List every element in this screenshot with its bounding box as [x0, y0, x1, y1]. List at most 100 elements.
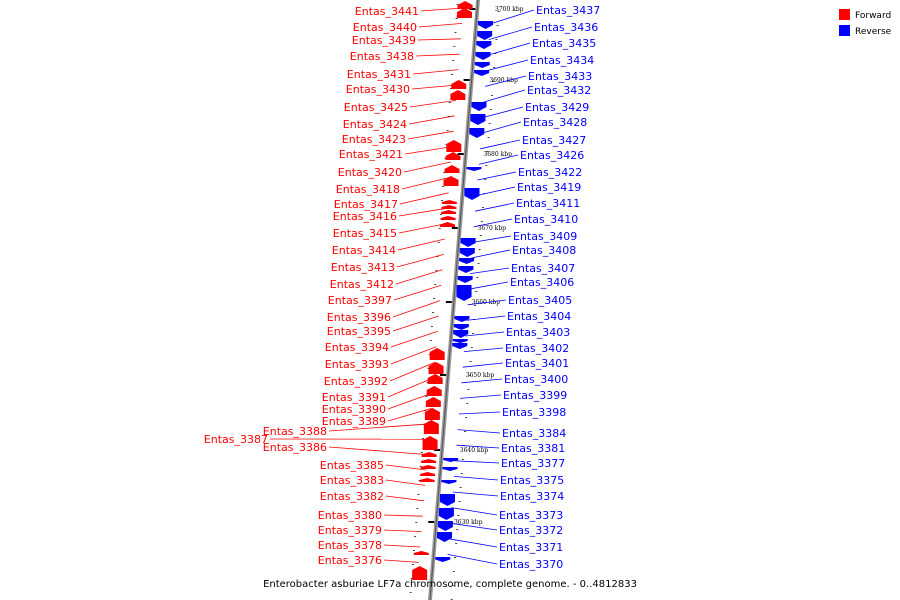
reverse-gene-label: Entas_3434	[530, 54, 594, 67]
forward-leader-lines	[269, 7, 464, 563]
reverse-leader-line	[489, 9, 535, 25]
scale-dash	[456, 4, 459, 5]
forward-gene-label: Entas_3397	[328, 294, 392, 307]
scale-dash	[443, 172, 446, 173]
reverse-gene-arrow	[453, 330, 469, 338]
forward-leader-line	[385, 495, 424, 502]
reverse-gene-label: Entas_3410	[514, 213, 578, 226]
kbp-tick-mark	[457, 153, 464, 155]
scale-dash	[454, 557, 456, 558]
forward-gene-arrow	[429, 348, 445, 360]
forward-gene-arrow	[441, 210, 457, 214]
scale-dash	[413, 550, 415, 551]
scale-dash	[494, 53, 497, 54]
kbp-tick-mark	[440, 374, 446, 376]
scale-dash	[438, 228, 441, 229]
kbp-tick-label: 3650 kbp	[466, 372, 495, 379]
scale-dash	[461, 459, 464, 460]
reverse-gene-arrow	[476, 41, 492, 49]
forward-gene-label: Entas_3430	[346, 83, 410, 96]
scale-dash	[465, 417, 468, 418]
forward-leader-line	[392, 315, 439, 332]
reverse-labels: Entas_3437 Entas_3436 Entas_3435 Entas_3434…	[499, 4, 600, 571]
reverse-gene-label: Entas_3403	[506, 326, 570, 339]
reverse-gene-label: Entas_3432	[527, 84, 591, 97]
kbp-tick-mark	[451, 227, 458, 229]
forward-gene-arrow	[443, 176, 459, 186]
scale-dash	[419, 466, 422, 467]
reverse-gene-label: Entas_3427	[522, 134, 586, 147]
forward-leader-line	[383, 544, 421, 548]
scale-dash	[490, 95, 493, 96]
forward-gene-label: Entas_3424	[343, 118, 407, 131]
reverse-gene-label: Entas_3401	[505, 357, 569, 370]
reverse-leader-line	[486, 59, 529, 72]
reverse-leader-line	[475, 202, 515, 212]
forward-leader-line	[398, 223, 447, 234]
legend-reverse-swatch	[839, 25, 850, 36]
reverse-gene-label: Entas_3404	[507, 310, 571, 323]
forward-leader-line	[409, 100, 457, 108]
forward-gene-label: Entas_3431	[347, 68, 411, 81]
kbp-tick-mark	[445, 301, 452, 303]
forward-leader-line	[387, 377, 434, 398]
forward-leader-line	[390, 346, 437, 365]
reverse-leader-line	[477, 171, 517, 181]
reverse-gene-arrow	[475, 52, 491, 60]
forward-gene-arrow	[450, 90, 466, 100]
forward-gene-label: Entas_3396	[327, 311, 391, 324]
reverse-gene-arrow	[454, 316, 470, 322]
reverse-leader-line	[466, 315, 506, 321]
legend: Forward Reverse	[839, 9, 892, 37]
forward-leader-line	[385, 479, 426, 486]
reverse-gene-label: Entas_3375	[500, 474, 564, 487]
reverse-leader-line	[460, 394, 502, 399]
forward-gene-label: Entas_3386	[263, 441, 327, 454]
forward-gene-arrow	[451, 80, 467, 89]
scale-dash	[446, 130, 449, 131]
scale-dash	[449, 88, 452, 89]
forward-leader-line	[401, 177, 450, 190]
reverse-gene-label: Entas_3399	[503, 389, 567, 402]
reverse-leader-line	[452, 491, 499, 497]
kbp-tick-label: 3670 kbp	[478, 225, 507, 232]
scale-dash	[437, 242, 440, 243]
forward-gene-arrow	[440, 222, 456, 227]
forward-gene-label: Entas_3392	[324, 375, 388, 388]
scale-dash	[460, 473, 463, 474]
reverse-leader-line	[473, 218, 513, 228]
forward-leader-line	[383, 529, 422, 532]
reverse-gene-arrow	[470, 114, 486, 125]
forward-leader-line	[399, 192, 449, 205]
forward-gene-label: Entas_3388	[263, 425, 327, 438]
scale-dash	[439, 214, 442, 215]
forward-gene-label: Entas_3423	[342, 133, 406, 146]
reverse-leader-line	[481, 121, 522, 134]
reverse-leader-line	[484, 75, 527, 87]
map-caption: Enterobacter asburiae LF7a chromosome, c…	[263, 579, 637, 590]
forward-leader-line	[418, 23, 463, 28]
scale-dash	[482, 207, 484, 208]
forward-gene-arrow	[421, 459, 437, 463]
scale-dash	[415, 522, 418, 523]
scale-dash	[430, 326, 433, 327]
scale-dash	[497, 11, 500, 12]
reverse-gene-label: Entas_3411	[516, 197, 580, 210]
reverse-leader-line	[462, 362, 504, 368]
legend-reverse-label: Reverse	[855, 27, 892, 37]
forward-gene-label: Entas_3417	[334, 198, 398, 211]
reverse-gene-arrow	[437, 532, 453, 542]
forward-gene-arrow	[428, 362, 444, 374]
forward-gene-arrow	[446, 140, 462, 152]
scale-dash	[466, 403, 469, 404]
scale-dash	[485, 165, 488, 166]
scale-dash	[475, 291, 478, 292]
forward-gene-label: Entas_3420	[338, 166, 402, 179]
scale-dash	[464, 431, 467, 432]
reverse-leader-line	[468, 281, 509, 290]
legend-forward-label: Forward	[855, 11, 891, 21]
reverse-leader-line	[463, 347, 504, 352]
reverse-gene-label: Entas_3398	[502, 406, 566, 419]
forward-gene-arrow	[444, 165, 460, 173]
scale-dash	[420, 452, 423, 453]
